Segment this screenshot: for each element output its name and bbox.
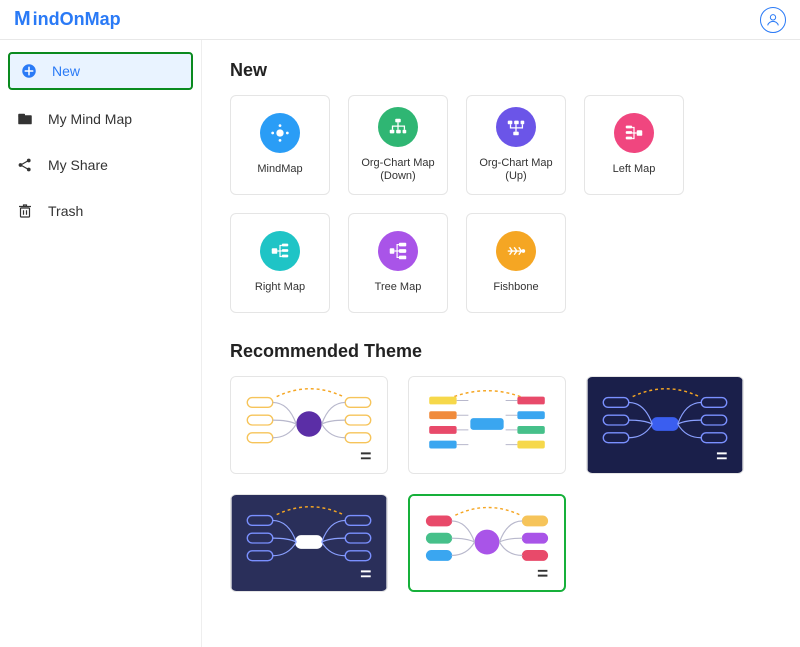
- template-card-fishbone[interactable]: Fishbone: [466, 213, 566, 313]
- template-label: Fishbone: [493, 281, 538, 294]
- template-card-mindmap[interactable]: MindMap: [230, 95, 330, 195]
- sidebar-item-label: Trash: [48, 203, 83, 219]
- content-area: New MindMap Org-Chart Map (Down) Org-Chart…: [202, 40, 800, 647]
- user-avatar[interactable]: [760, 7, 786, 33]
- sidebar: New My Mind Map My Share Trash: [0, 40, 202, 647]
- sidebar-item-trash[interactable]: Trash: [0, 188, 201, 234]
- sidebar-item-label: My Share: [48, 157, 108, 173]
- template-label: Tree Map: [375, 281, 422, 294]
- app-logo[interactable]: M indOnMap: [14, 8, 121, 31]
- sidebar-item-myshare[interactable]: My Share: [0, 142, 201, 188]
- fishbone-icon: [496, 231, 536, 271]
- template-card-treemap[interactable]: Tree Map: [348, 213, 448, 313]
- theme-card-1[interactable]: [408, 376, 566, 474]
- template-card-orgup[interactable]: Org-Chart Map (Up): [466, 95, 566, 195]
- share-icon: [16, 156, 34, 174]
- template-label: Org-Chart Map (Down): [355, 157, 441, 183]
- orgup-icon: [496, 107, 536, 147]
- template-label: Org-Chart Map (Up): [473, 157, 559, 183]
- theme-card-3[interactable]: [230, 494, 388, 592]
- theme-card-4[interactable]: [408, 494, 566, 592]
- template-label: Right Map: [255, 281, 305, 294]
- folder-icon: [16, 110, 34, 128]
- section-title-recommended: Recommended Theme: [230, 341, 800, 362]
- plus-circle-icon: [20, 62, 38, 80]
- template-grid: MindMap Org-Chart Map (Down) Org-Chart Map…: [230, 95, 800, 313]
- app-header: M indOnMap: [0, 0, 800, 40]
- sidebar-item-label: My Mind Map: [48, 111, 132, 127]
- template-card-rightmap[interactable]: Right Map: [230, 213, 330, 313]
- user-icon: [765, 12, 781, 28]
- sidebar-item-mymindmap[interactable]: My Mind Map: [0, 96, 201, 142]
- mindmap-icon: [260, 113, 300, 153]
- sidebar-new-label: New: [52, 63, 80, 79]
- theme-grid: [230, 376, 800, 592]
- theme-card-0[interactable]: [230, 376, 388, 474]
- template-label: MindMap: [257, 163, 302, 176]
- logo-text: indOnMap: [33, 9, 121, 30]
- logo-mark: M: [14, 8, 31, 31]
- theme-card-2[interactable]: [586, 376, 744, 474]
- section-title-new: New: [230, 60, 800, 81]
- trash-icon: [16, 202, 34, 220]
- leftmap-icon: [614, 113, 654, 153]
- rightmap-icon: [260, 231, 300, 271]
- orgdown-icon: [378, 107, 418, 147]
- main-layout: New My Mind Map My Share Trash New MindM…: [0, 40, 800, 647]
- template-card-orgdown[interactable]: Org-Chart Map (Down): [348, 95, 448, 195]
- template-label: Left Map: [613, 163, 656, 176]
- sidebar-item-new[interactable]: New: [8, 52, 193, 90]
- treemap-icon: [378, 231, 418, 271]
- template-card-leftmap[interactable]: Left Map: [584, 95, 684, 195]
